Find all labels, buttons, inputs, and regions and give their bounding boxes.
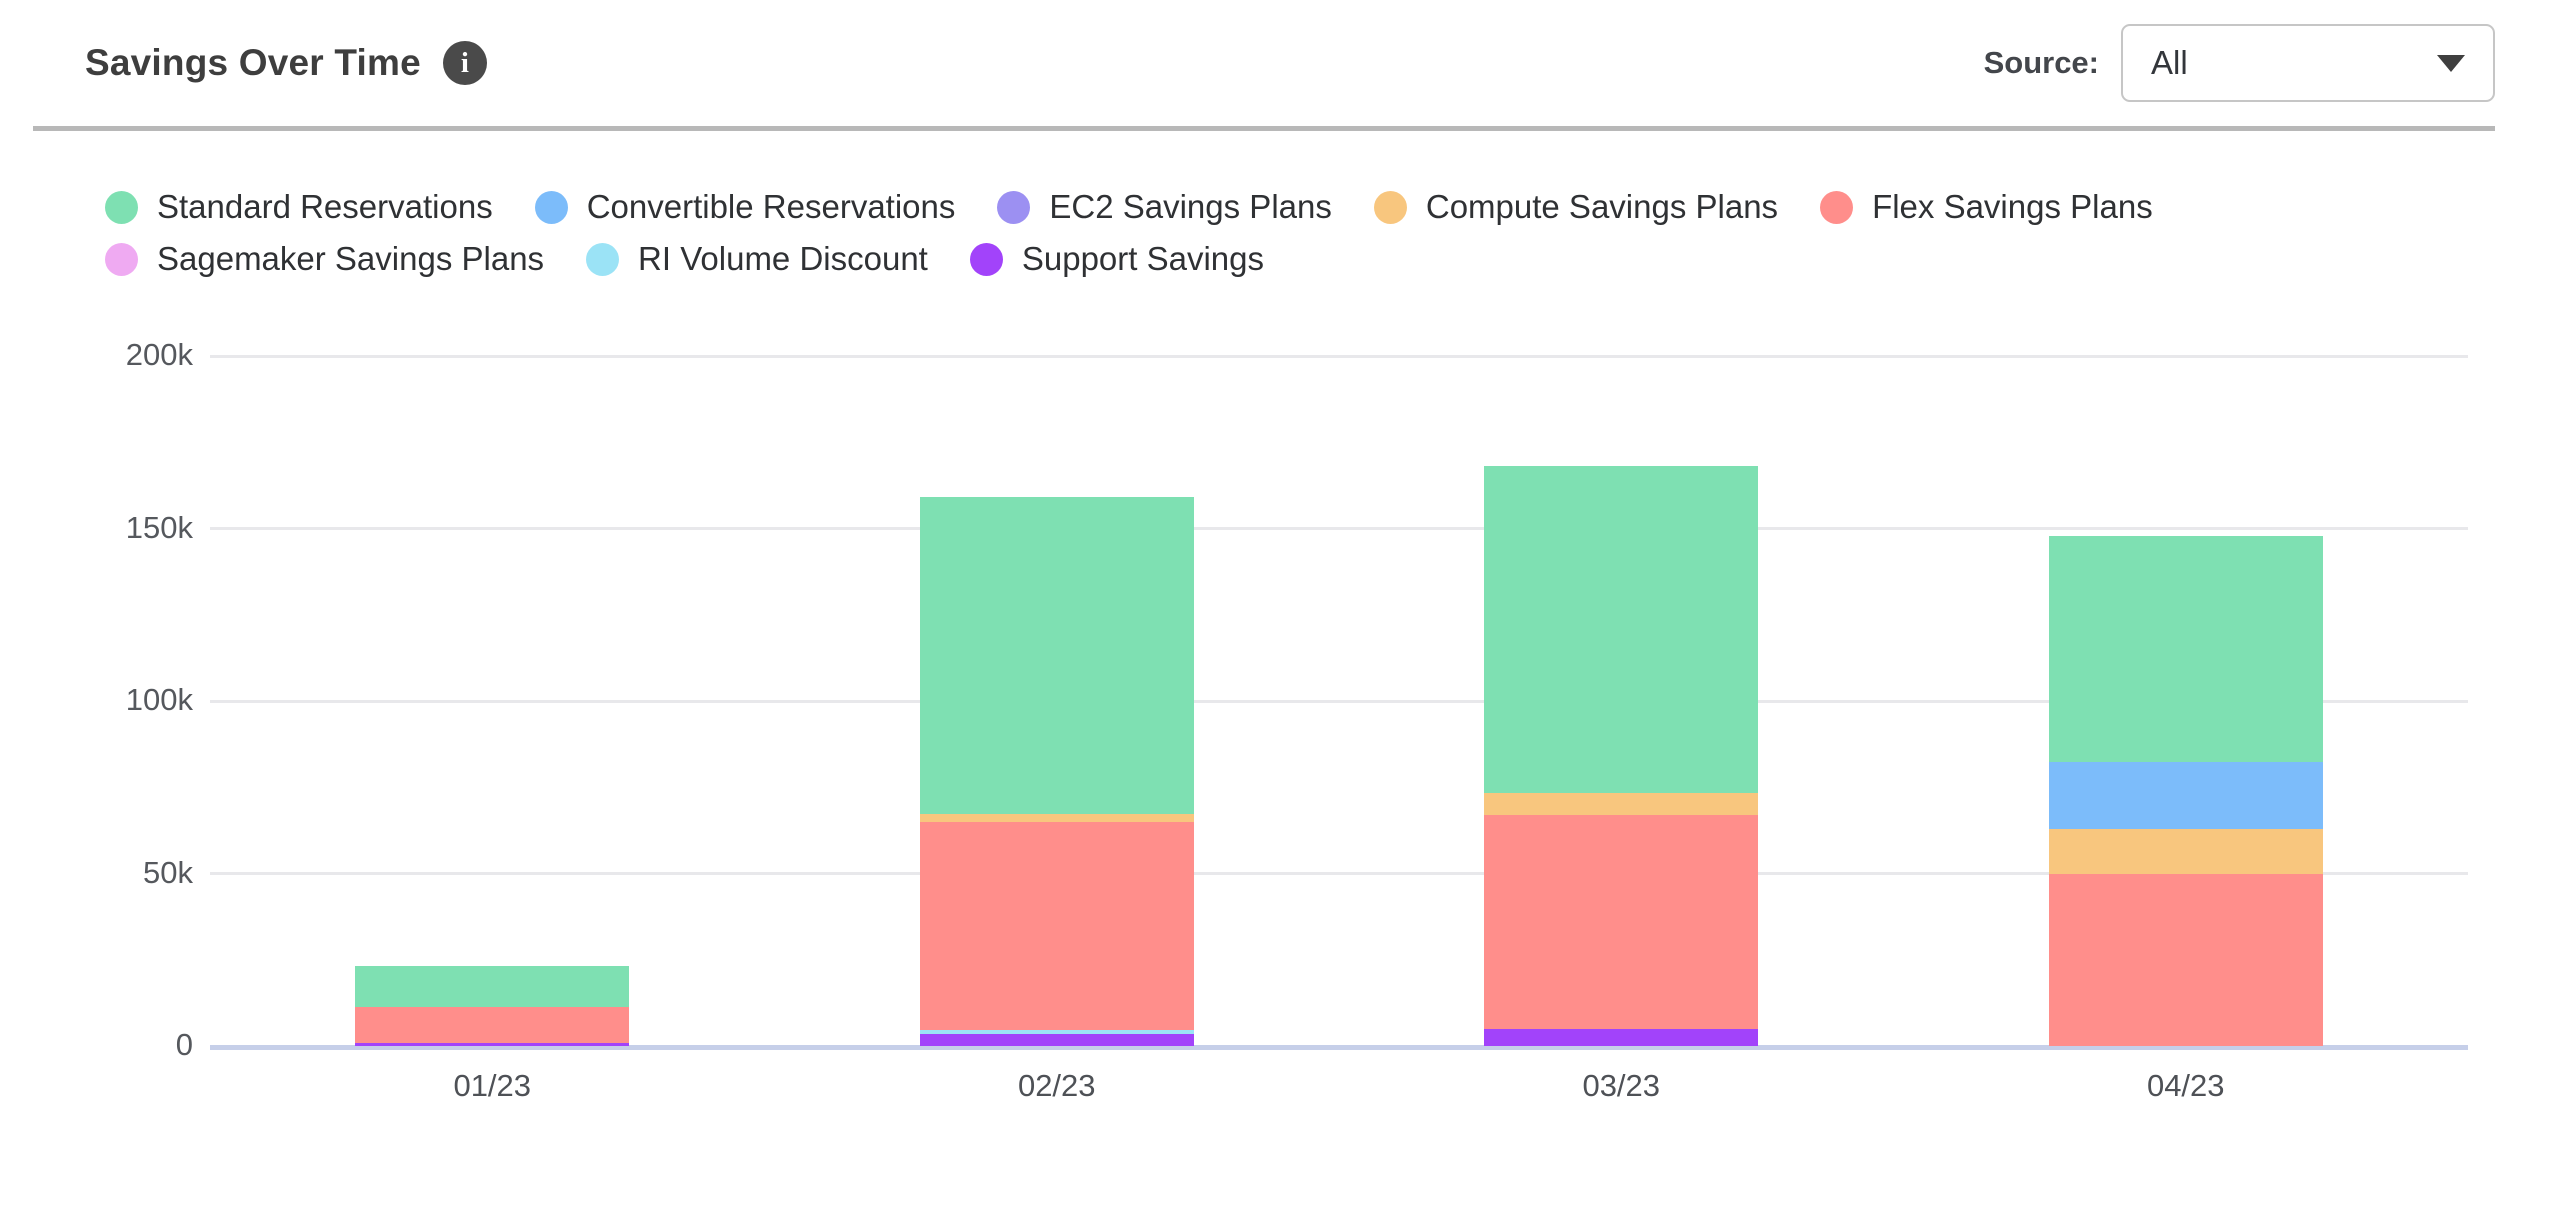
x-axis-line [210, 1045, 2468, 1050]
info-icon[interactable]: i [442, 41, 487, 85]
bar-segment[interactable] [919, 822, 1194, 1031]
y-axis-tick-label: 150k [125, 509, 193, 545]
legend-dot-icon [105, 242, 138, 276]
bar-segment[interactable] [1484, 792, 1759, 815]
bar-segment[interactable] [919, 1030, 1194, 1034]
bar-segment[interactable] [355, 1042, 630, 1046]
bar-segment[interactable] [1484, 465, 1759, 793]
x-axis-tick-label: 03/23 [1582, 1068, 1661, 1103]
y-axis-tick-label: 50k [143, 854, 193, 890]
bar-segment[interactable] [1484, 1029, 1759, 1046]
legend-dot-icon [997, 190, 1031, 224]
title-wrap: Savings Over Time i [33, 41, 487, 85]
legend-item[interactable]: Support Savings [969, 240, 1265, 278]
stacked-bar-02/23 [919, 497, 1194, 1046]
legend-item[interactable]: Convertible Reservations [534, 188, 956, 226]
x-axis-tick-label: 04/23 [2146, 1068, 2225, 1103]
bar-segment[interactable] [2048, 829, 2323, 874]
bar-segment[interactable] [919, 1033, 1194, 1046]
stacked-bar-03/23 [1484, 465, 1759, 1046]
legend-label: EC2 Savings Plans [1049, 188, 1332, 225]
bar-segment[interactable] [2048, 535, 2323, 762]
legend-item[interactable]: Sagemaker Savings Plans [105, 240, 544, 278]
gridline [210, 872, 2468, 875]
bar-slot [1904, 356, 2469, 1046]
legend-label: Standard Reservations [157, 188, 493, 225]
legend-item[interactable]: EC2 Savings Plans [997, 188, 1332, 226]
stacked-bar-01/23 [355, 965, 630, 1046]
legend-item[interactable]: Flex Savings Plans [1820, 188, 2153, 226]
legend-item[interactable]: Standard Reservations [105, 188, 493, 226]
gridline [210, 699, 2468, 703]
page-title: Savings Over Time [85, 42, 421, 83]
gridline [210, 354, 2468, 358]
legend-label: Support Savings [1021, 240, 1265, 277]
chevron-down-icon [2437, 54, 2465, 72]
legend-label: Sagemaker Savings Plans [157, 240, 545, 277]
legend-dot-icon [105, 190, 138, 224]
bar-segment[interactable] [355, 1007, 630, 1043]
x-axis-tick-label: 01/23 [453, 1068, 532, 1103]
legend-label: Compute Savings Plans [1425, 188, 1779, 225]
plot-area [210, 356, 2468, 1046]
bar-segment[interactable] [1484, 814, 1759, 1030]
chart-legend: Standard Reservations Convertible Reserva… [105, 188, 2255, 278]
gridline [210, 527, 2468, 530]
legend-label: Flex Savings Plans [1872, 188, 2153, 225]
bar-segment[interactable] [919, 813, 1194, 823]
source-select[interactable]: All [2121, 24, 2495, 102]
legend-label: Convertible Reservations [586, 188, 956, 225]
source-control: Source: All [1984, 24, 2495, 102]
legend-item[interactable]: Compute Savings Plans [1373, 188, 1779, 226]
legend-dot-icon [586, 242, 620, 276]
source-select-value: All [2151, 44, 2188, 81]
source-label: Source: [1983, 45, 2099, 80]
stacked-bar-04/23 [2048, 535, 2323, 1046]
bar-slot [775, 356, 1340, 1046]
bar-segment[interactable] [2048, 761, 2323, 829]
bar-segment[interactable] [355, 965, 630, 1008]
y-axis-tick-label: 0 [175, 1027, 193, 1062]
x-axis-tick-label: 02/23 [1017, 1068, 1096, 1103]
y-axis-tick-label: 200k [125, 337, 193, 372]
legend-dot-icon [534, 190, 568, 224]
legend-dot-icon [969, 242, 1003, 276]
legend-dot-icon [1373, 190, 1407, 224]
legend-label: RI Volume Discount [638, 240, 928, 277]
legend-item[interactable]: RI Volume Discount [586, 240, 928, 278]
widget-header: Savings Over Time i Source: All [33, 0, 2495, 131]
legend-dot-icon [1820, 190, 1854, 224]
bar-segment[interactable] [919, 497, 1194, 814]
bar-slot [1339, 356, 1904, 1046]
bar-slot [210, 356, 775, 1046]
bar-segment[interactable] [2048, 873, 2323, 1046]
y-axis-tick-label: 100k [125, 682, 193, 717]
